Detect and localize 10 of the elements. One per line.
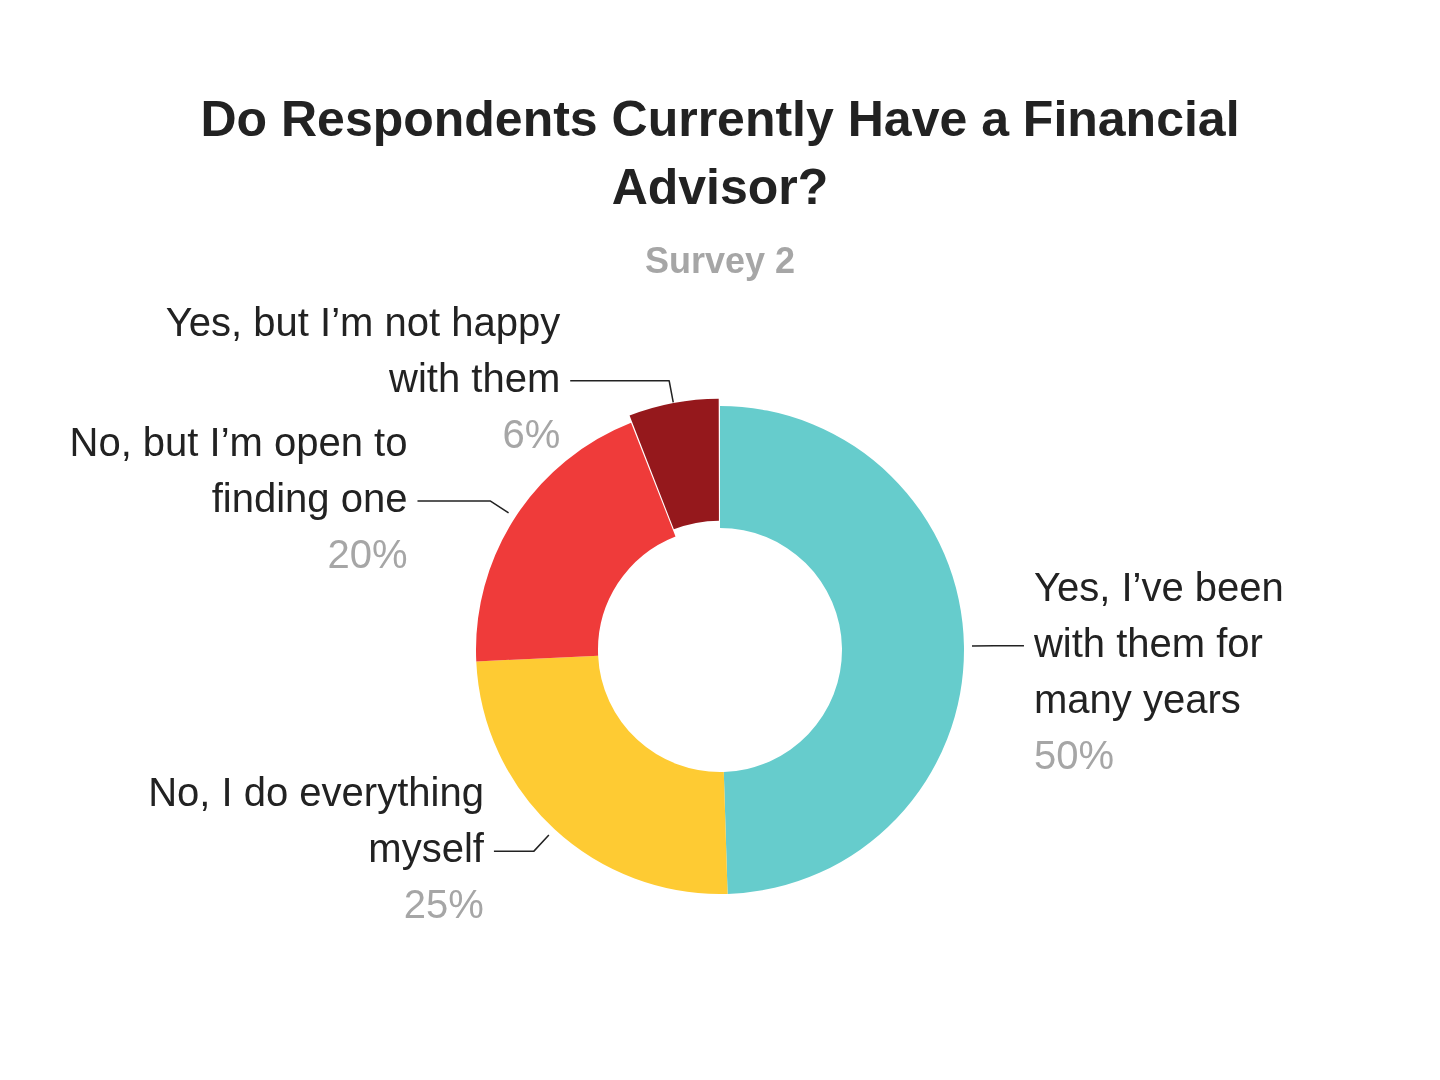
slice-label: Yes, I’ve been with them for many years bbox=[1032, 564, 1284, 721]
chart-title: Do Respondents Currently Have a Financial Advisor? bbox=[199, 90, 1241, 217]
data-label: 20% bbox=[327, 531, 408, 576]
data-label: 6% bbox=[502, 411, 561, 456]
slice-label: No, I do everything myself bbox=[148, 770, 485, 871]
chart-subtitle: Survey 2 bbox=[643, 240, 797, 282]
slice-label: Yes, but I’m not happy with them bbox=[165, 299, 561, 400]
data-label: 25% bbox=[403, 882, 484, 927]
slice-label: No, but I’m open to finding one bbox=[69, 419, 408, 520]
data-label: 50% bbox=[1033, 732, 1115, 777]
